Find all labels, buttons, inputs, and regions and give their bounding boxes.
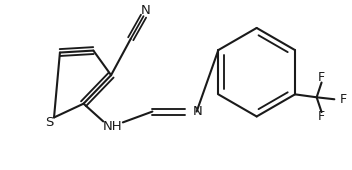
Text: F: F xyxy=(318,71,325,84)
Text: S: S xyxy=(45,116,53,129)
Text: F: F xyxy=(340,93,347,106)
Text: F: F xyxy=(318,110,325,123)
Text: N: N xyxy=(141,4,150,17)
Text: N: N xyxy=(193,105,202,118)
Text: NH: NH xyxy=(103,120,123,133)
